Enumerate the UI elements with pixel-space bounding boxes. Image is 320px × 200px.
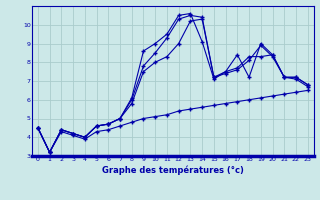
X-axis label: Graphe des températures (°c): Graphe des températures (°c) — [102, 165, 244, 175]
